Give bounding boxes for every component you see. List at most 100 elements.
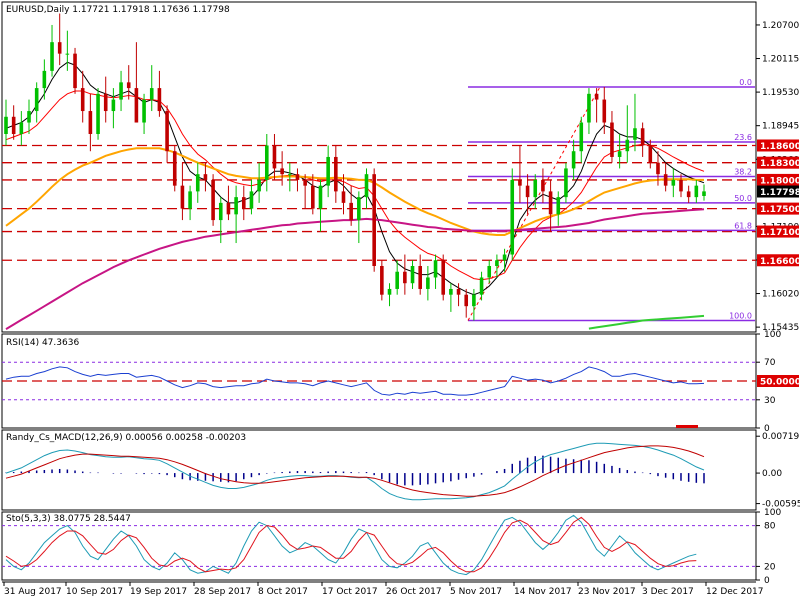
- level-price-tag: [757, 173, 799, 186]
- fibonacci-level-label: 100.0: [729, 312, 752, 321]
- rsi-marker: [676, 425, 698, 428]
- candle-body: [380, 266, 384, 295]
- candle-body: [157, 88, 162, 112]
- level-price-label: 1.16600: [760, 257, 800, 267]
- candle-body: [357, 197, 361, 221]
- candle-body: [418, 266, 422, 289]
- stochastic-line: [5, 514, 697, 576]
- candle-body: [134, 88, 139, 123]
- macd-axis-label: 0.00719: [762, 432, 799, 442]
- candle-body: [449, 288, 453, 295]
- candle-body: [19, 122, 24, 134]
- fibonacci-level-label: 0.0: [739, 78, 752, 87]
- candle-body: [218, 202, 223, 221]
- date-axis-label: 17 Oct 2017: [322, 587, 378, 597]
- candle-body: [694, 185, 699, 198]
- candle-body: [426, 277, 430, 289]
- candle-body: [487, 266, 492, 278]
- price-axis-label: 1.15435: [762, 323, 799, 333]
- candle-body: [280, 168, 284, 175]
- candle-body: [518, 179, 522, 186]
- candle-body: [679, 179, 683, 192]
- candle-body: [686, 191, 691, 198]
- candle-body: [479, 277, 484, 295]
- candle-body: [410, 266, 415, 284]
- stochastic-axis-label: 100: [764, 508, 781, 518]
- candle-body: [640, 128, 645, 146]
- level-price-tag: [757, 139, 799, 152]
- date-axis-label: 19 Sep 2017: [130, 587, 187, 597]
- level-price-tag: [757, 225, 799, 238]
- fibonacci-trend-line: [467, 86, 601, 321]
- candle-body: [311, 185, 315, 209]
- macd-title: Randy_Cs_MACD(12,26,9) 0.00056 0.00258 -…: [6, 433, 246, 443]
- price-axis-label: 1.16020: [762, 290, 799, 300]
- rsi-axis-label: 0: [764, 424, 770, 434]
- stochastic-axis-label: 20: [764, 562, 776, 572]
- candle-body: [126, 82, 131, 89]
- macd-panel: 0.00719 0.00 -0.00595: [5, 432, 800, 510]
- moving-average-line: [588, 314, 705, 330]
- candle-body: [272, 145, 277, 169]
- candle-body: [594, 93, 599, 100]
- candle-body: [203, 174, 208, 180]
- candle-body: [587, 93, 591, 123]
- candle-body: [326, 156, 330, 186]
- candle-body: [702, 191, 706, 196]
- candle-body: [80, 88, 85, 112]
- candle-body: [334, 156, 338, 192]
- candle-body: [571, 151, 576, 169]
- level-price-label: 1.18000: [760, 176, 800, 186]
- candle-body: [234, 197, 238, 215]
- candle-body: [65, 53, 70, 55]
- candle-body: [395, 271, 399, 289]
- price-title: EURUSD,Daily 1.17721 1.17918 1.17636 1.1…: [6, 5, 230, 15]
- candle-body: [564, 168, 568, 198]
- candle-body: [602, 99, 607, 123]
- candle-body: [364, 174, 369, 198]
- level-price-label: 1.17500: [760, 205, 800, 215]
- macd-axis-label: -0.00595: [762, 500, 800, 510]
- stochastic-panel: 100 80 20 0: [2, 508, 781, 586]
- sto-frame: [1, 511, 757, 581]
- candle-body: [57, 42, 62, 54]
- candle-body: [403, 271, 407, 284]
- candle-body: [656, 162, 660, 175]
- macd-signal-line: [5, 445, 705, 497]
- date-axis-label: 8 Oct 2017: [258, 587, 308, 597]
- candle-body: [303, 179, 307, 186]
- candle-body: [188, 191, 192, 209]
- candle-body: [625, 139, 630, 152]
- price-axis-label: 1.20700: [762, 21, 799, 31]
- moving-average-line: [5, 147, 704, 236]
- candle-body: [433, 260, 438, 278]
- candle-body: [88, 111, 93, 134]
- moving-average-line: [5, 208, 705, 330]
- stochastic-line: [5, 516, 697, 573]
- current-price-label: 1.17798: [760, 188, 800, 198]
- date-axis-label: 5 Nov 2017: [450, 587, 502, 597]
- candle-body: [441, 260, 446, 295]
- candle-body: [502, 254, 507, 261]
- candle-body: [387, 288, 392, 295]
- candle-body: [119, 82, 123, 100]
- candle-body: [42, 70, 47, 89]
- date-axis-label: 23 Nov 2017: [578, 587, 636, 597]
- level-price-tag: [757, 156, 799, 169]
- stochastic-axis-label: 80: [764, 522, 776, 532]
- fibonacci-level-label: 50.0: [734, 194, 752, 203]
- candle-body: [495, 260, 499, 266]
- candle-body: [548, 191, 553, 215]
- rsi-mid-tag: [757, 375, 799, 387]
- candle-body: [633, 128, 637, 140]
- candle-body: [663, 174, 668, 186]
- candle-body: [211, 179, 215, 221]
- candle-body: [472, 294, 476, 307]
- level-price-label: 1.17100: [760, 228, 800, 238]
- candle-body: [349, 202, 353, 221]
- candle-body: [142, 99, 146, 123]
- date-axis-label: 26 Oct 2017: [386, 587, 442, 597]
- stochastic-axis-label: 0: [764, 576, 770, 586]
- candle-body: [510, 179, 515, 255]
